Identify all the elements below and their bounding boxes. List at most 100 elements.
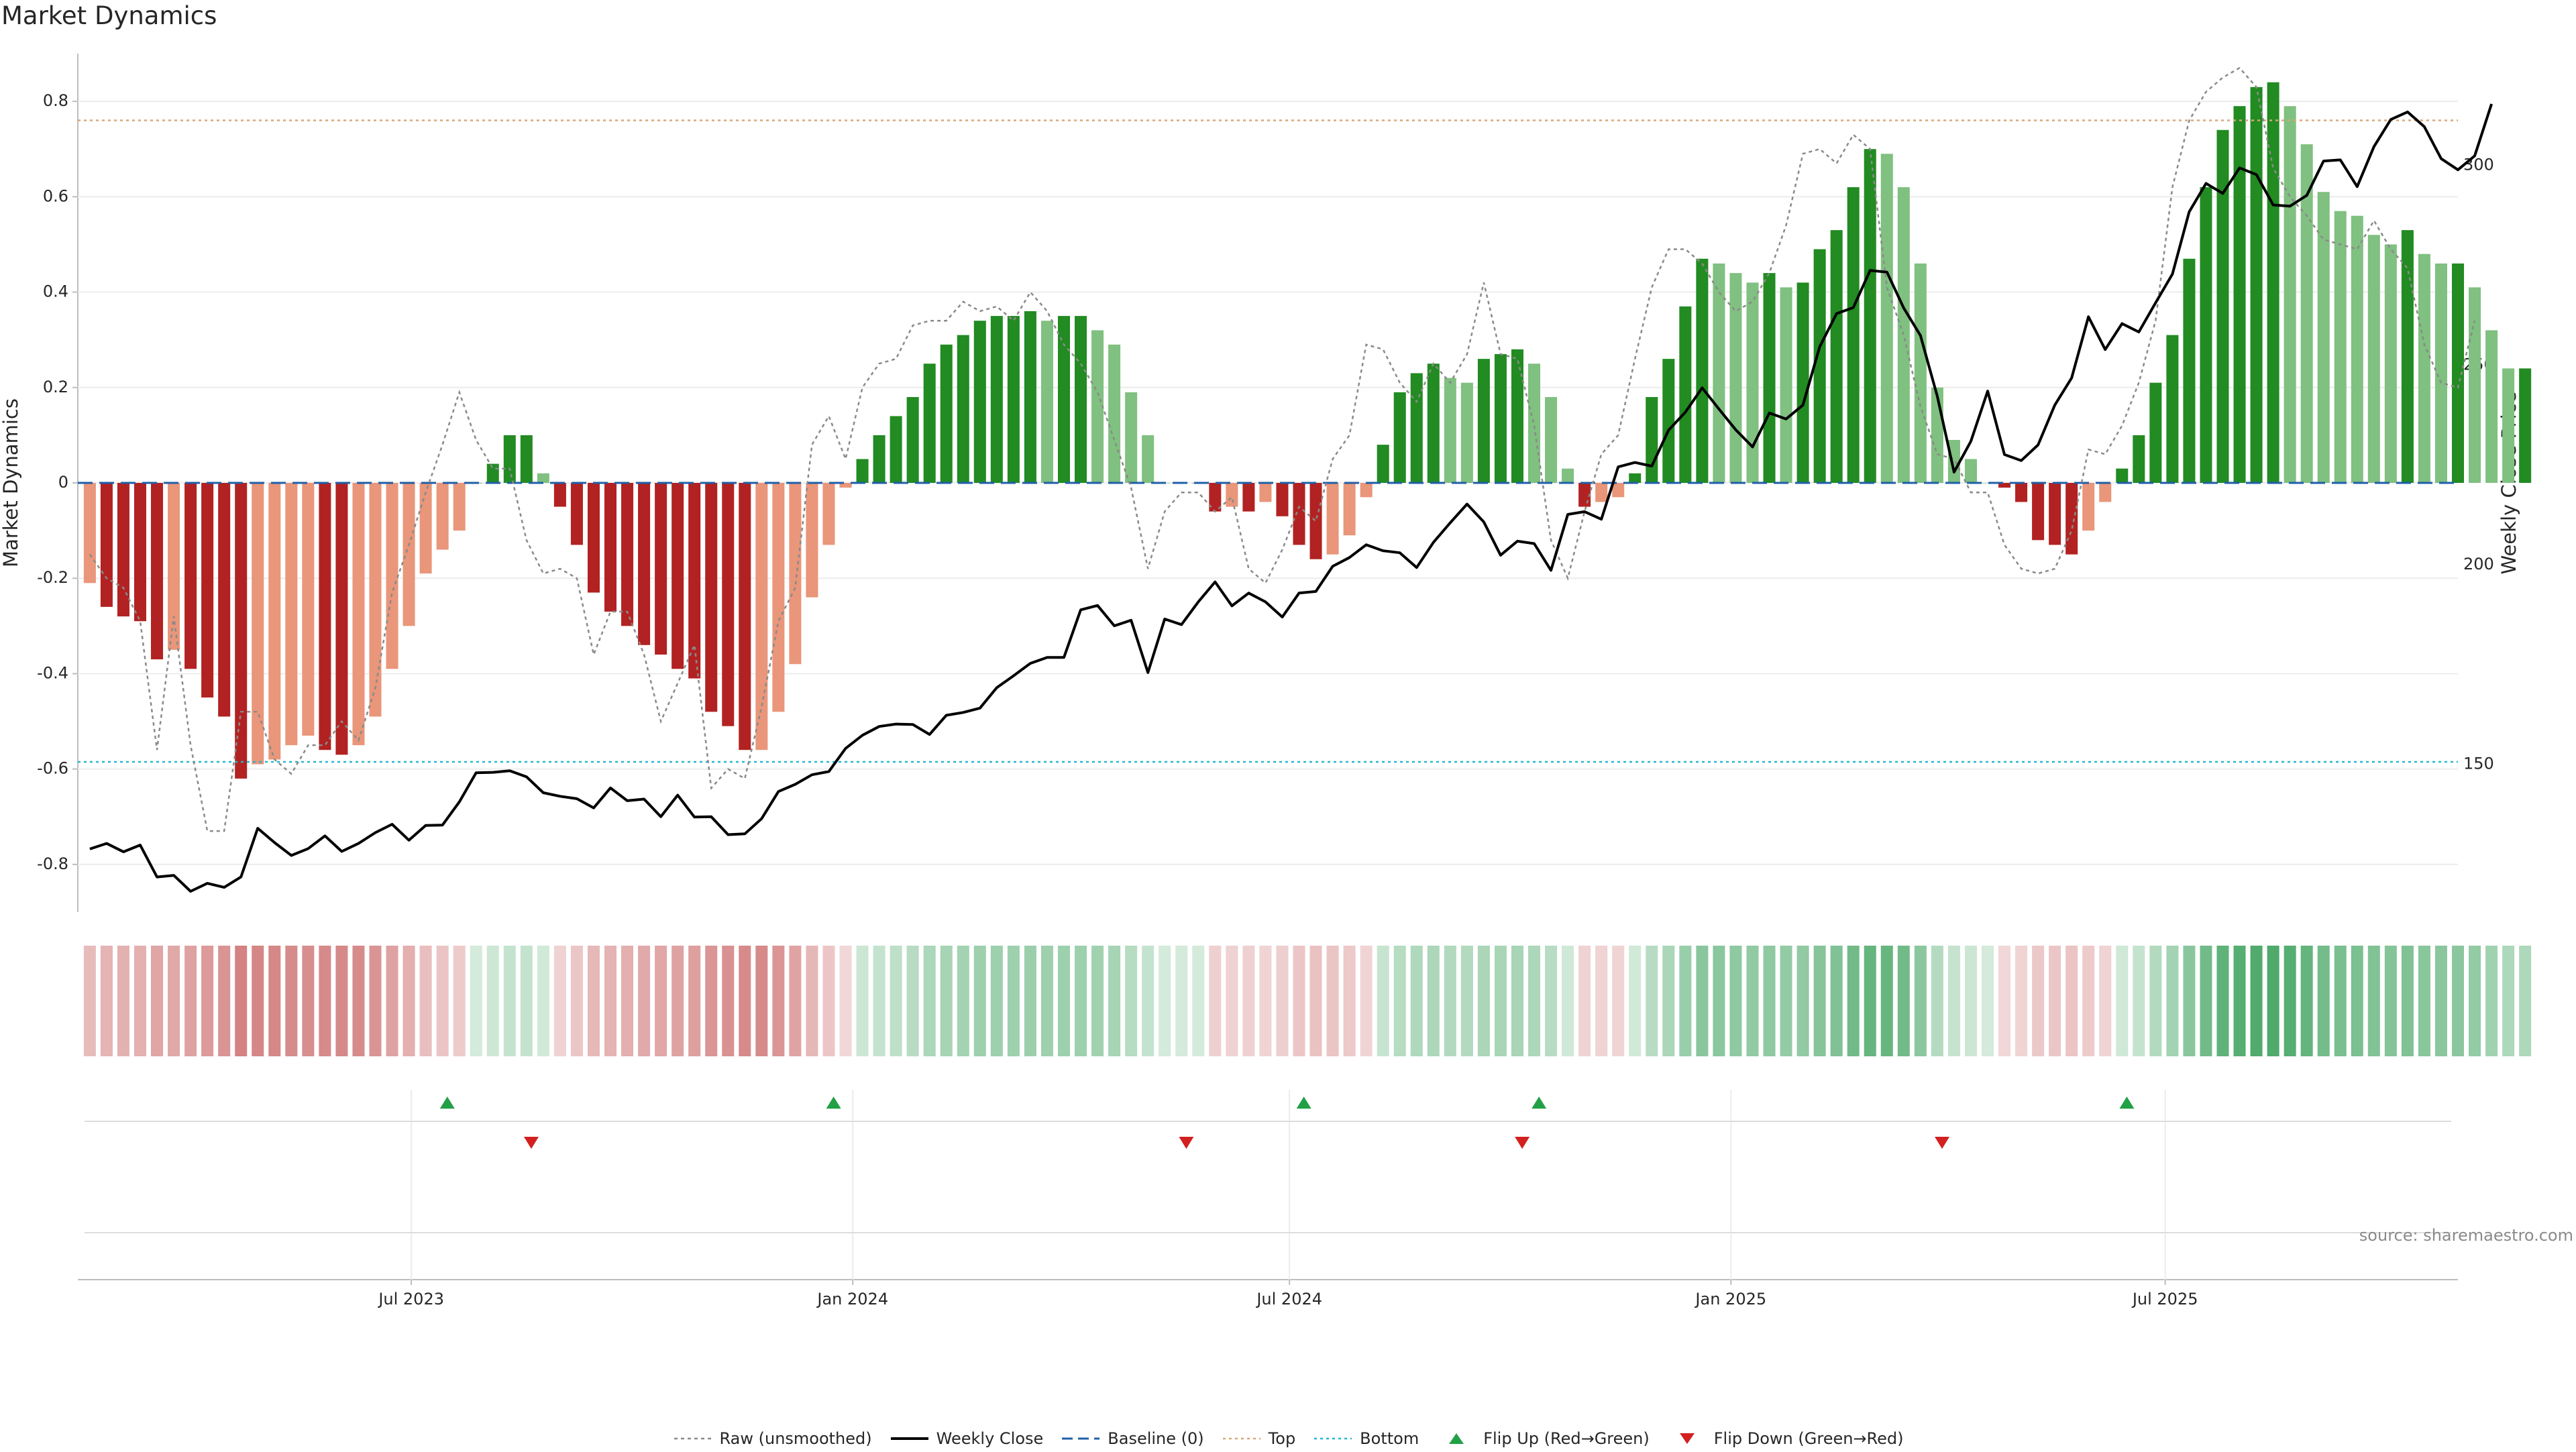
dynamics-bar (739, 483, 751, 750)
heat-strip-cell (1360, 946, 1373, 1056)
heat-strip-cell (587, 946, 600, 1056)
dynamics-bar (2216, 129, 2229, 483)
heat-strip-cell (352, 946, 365, 1056)
heat-strip-cell (755, 946, 768, 1056)
dynamics-bar (235, 483, 248, 779)
heat-strip-cell (604, 946, 617, 1056)
dynamics-bar (1914, 263, 1927, 483)
dynamics-bar (2065, 483, 2078, 555)
heat-strip-cell (1729, 946, 1742, 1056)
heat-strip-cell (839, 946, 852, 1056)
dynamics-bar (201, 483, 214, 697)
heat-strip-cell (655, 946, 667, 1056)
heat-strip-cell (1460, 946, 1473, 1056)
heat-strip-cell (1545, 946, 1558, 1056)
heat-strip-cell (1880, 946, 1893, 1056)
heat-strip-cell (1679, 946, 1692, 1056)
dynamics-bar (1075, 316, 1087, 483)
dynamics-bar (2015, 483, 2028, 502)
heat-strip-cell (672, 946, 684, 1056)
heat-strip-cell (973, 946, 986, 1056)
heat-strip-cell (1914, 946, 1927, 1056)
dynamics-bar (1477, 359, 1490, 483)
heat-strip-cell (2116, 946, 2129, 1056)
heat-strip-cell (252, 946, 264, 1056)
dynamics-bar (1276, 483, 1289, 516)
heat-strip-cell (2434, 946, 2447, 1056)
legend-item: Flip Up (Red→Green) (1436, 1429, 1650, 1448)
heat-strip-cell (1864, 946, 1876, 1056)
dynamics-bar (1880, 154, 1893, 484)
heat-strip-cell (2367, 946, 2380, 1056)
dynamics-bar (621, 483, 634, 626)
dynamics-bar (2183, 258, 2196, 483)
dynamics-bar (2334, 211, 2347, 483)
dynamics-bar (1947, 440, 1960, 483)
heat-strip-cell (688, 946, 701, 1056)
heat-strip-cell (520, 946, 533, 1056)
x-tick-label: Jul 2024 (1255, 1290, 1322, 1308)
heat-strip-cell (822, 946, 835, 1056)
heat-strip-cell (1108, 946, 1121, 1056)
dynamics-bar (1410, 373, 1423, 483)
dynamics-bar (1040, 321, 1053, 483)
heat-strip-cell (772, 946, 785, 1056)
heat-strip-cell (2485, 946, 2498, 1056)
heat-strip-cell (2216, 946, 2229, 1056)
heat-strip-cell (1629, 946, 1642, 1056)
dynamics-bar (604, 483, 617, 612)
dynamics-bar (386, 483, 398, 669)
flip-down-marker (1179, 1137, 1194, 1149)
dynamics-bar (1981, 483, 1994, 484)
heat-strip-cell (856, 946, 869, 1056)
heat-strip-cell (335, 946, 348, 1056)
heat-strip-cell (1343, 946, 1356, 1056)
y-axis-label: Market Dynamics (0, 398, 22, 567)
heat-strip-cell (133, 946, 147, 1056)
dynamics-bar (856, 459, 869, 483)
dynamics-bar (537, 473, 549, 483)
heat-strip-cell (906, 946, 919, 1056)
dynamics-bar (2434, 263, 2447, 483)
dynamics-bar (2149, 382, 2162, 483)
dynamics-bar (2267, 82, 2279, 483)
dynamics-bar (1595, 483, 1608, 502)
heat-strip-cell (1763, 946, 1776, 1056)
dynamics-bar (1393, 392, 1406, 483)
dynamics-bar (168, 483, 180, 650)
dynamics-bar (1646, 397, 1658, 483)
heat-strip-cell (100, 946, 113, 1056)
heat-strip-cell (218, 946, 231, 1056)
heat-strip-cell (1410, 946, 1423, 1056)
y-tick-label: 0.2 (43, 378, 68, 396)
heat-strip-cell (957, 946, 969, 1056)
heat-strip-cell (570, 946, 583, 1056)
heat-strip-cell (1040, 946, 1053, 1056)
dynamics-bar (1142, 435, 1155, 483)
dynamics-bar (1562, 468, 1574, 483)
dynamics-bar (2200, 187, 2212, 483)
dynamics-bar (1108, 344, 1121, 483)
legend-label: Top (1268, 1429, 1296, 1448)
heat-strip-cell (2502, 946, 2515, 1056)
heat-strip-cell (1075, 946, 1087, 1056)
heat-strip-cell (2250, 946, 2263, 1056)
dynamics-bar (1226, 483, 1238, 507)
heat-strip-cell (285, 946, 298, 1056)
heat-strip-cell (2401, 946, 2414, 1056)
heat-strip-cell (1981, 946, 1994, 1056)
heat-strip-cell (1847, 946, 1860, 1056)
heat-strip-cell (470, 946, 482, 1056)
dynamics-bar (100, 483, 113, 607)
dynamics-bar (2300, 144, 2313, 483)
dotted-line-icon (1222, 1437, 1260, 1440)
legend-item: Bottom (1313, 1429, 1419, 1448)
dynamics-bar (1293, 483, 1305, 545)
y-tick-label: 0.4 (43, 282, 68, 301)
dynamics-bar (436, 483, 449, 550)
heat-strip-cell (1477, 946, 1490, 1056)
x-tick-label: Jan 2025 (1694, 1290, 1766, 1308)
chart-title: Market Dynamics (1, 1, 217, 30)
flip-down-marker (1515, 1137, 1530, 1149)
dynamics-bar (486, 463, 499, 483)
